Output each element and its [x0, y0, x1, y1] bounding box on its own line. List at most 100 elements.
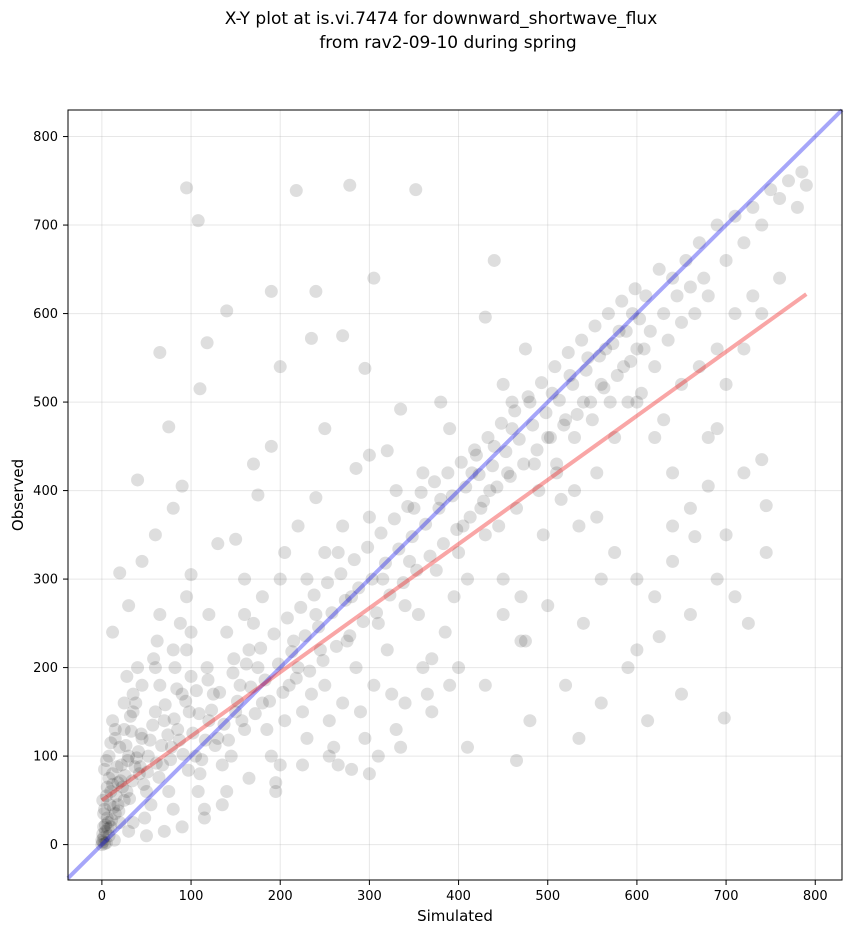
data-point: [594, 572, 608, 586]
data-point: [746, 289, 760, 303]
data-point: [559, 413, 573, 427]
data-point: [590, 466, 604, 480]
data-point: [403, 554, 417, 568]
data-point: [371, 749, 385, 763]
data-point: [150, 634, 164, 648]
data-point: [460, 740, 474, 754]
data-point: [172, 733, 186, 747]
data-point: [746, 200, 760, 214]
data-point: [213, 685, 227, 699]
data-point: [652, 262, 666, 276]
data-point: [521, 390, 535, 404]
data-point: [168, 661, 182, 675]
data-point: [518, 634, 532, 648]
data-points: [95, 165, 813, 852]
data-point: [99, 754, 113, 768]
data-point: [312, 620, 326, 634]
data-point: [590, 510, 604, 524]
data-point: [193, 382, 207, 396]
data-point: [674, 687, 688, 701]
data-point: [389, 484, 403, 498]
data-point: [170, 682, 184, 696]
data-point: [612, 324, 626, 338]
data-point: [398, 599, 412, 613]
x-tick-label: 700: [714, 889, 739, 904]
data-point: [119, 738, 133, 752]
data-point: [289, 184, 303, 198]
data-point: [227, 652, 241, 666]
data-point: [238, 572, 252, 586]
data-point: [184, 568, 198, 582]
y-tick-label: 500: [33, 396, 58, 411]
data-point: [755, 453, 769, 467]
data-point: [291, 519, 305, 533]
data-point: [96, 835, 110, 849]
data-point: [104, 736, 118, 750]
data-point: [487, 439, 501, 453]
y-tick-label: 200: [33, 661, 58, 676]
data-point: [173, 616, 187, 630]
data-point: [581, 351, 595, 365]
data-point: [514, 590, 528, 604]
data-point: [523, 395, 537, 409]
data-point: [445, 489, 459, 503]
data-point: [238, 723, 252, 737]
data-point: [543, 430, 557, 444]
data-point: [105, 813, 119, 827]
data-point: [304, 331, 318, 345]
one-to-one-line: [66, 108, 844, 880]
data-point: [161, 728, 175, 742]
data-point: [254, 641, 268, 655]
data-point: [764, 183, 778, 197]
data-point: [130, 751, 144, 765]
data-point: [309, 491, 323, 505]
data-point: [643, 324, 657, 338]
y-tick-label: 700: [33, 219, 58, 234]
data-point: [164, 753, 178, 767]
data-point: [630, 342, 644, 356]
data-point: [140, 765, 154, 779]
data-point: [652, 630, 666, 644]
data-point: [567, 484, 581, 498]
data-point: [510, 754, 524, 768]
data-point: [282, 678, 296, 692]
data-point: [258, 673, 272, 687]
data-point: [139, 784, 153, 798]
data-point: [559, 678, 573, 692]
data-point: [238, 607, 252, 621]
data-point: [719, 253, 733, 267]
data-point: [108, 807, 122, 821]
data-point: [570, 407, 584, 421]
data-point: [176, 747, 190, 761]
data-point: [666, 271, 680, 285]
data-point: [202, 607, 216, 621]
data-point: [113, 566, 127, 580]
data-point: [167, 712, 181, 726]
data-point: [148, 661, 162, 675]
data-point: [135, 731, 149, 745]
data-point: [229, 532, 243, 546]
data-point: [220, 304, 234, 318]
data-point: [621, 395, 635, 409]
data-point: [318, 546, 332, 560]
x-tick-label: 200: [268, 889, 293, 904]
data-point: [269, 784, 283, 798]
data-point: [242, 643, 256, 657]
data-point: [385, 687, 399, 701]
data-point: [514, 634, 528, 648]
data-point: [263, 694, 277, 708]
data-point: [98, 824, 112, 838]
data-point: [443, 422, 457, 436]
data-point: [153, 678, 167, 692]
data-point: [532, 484, 546, 498]
data-point: [358, 731, 372, 745]
data-point: [325, 606, 339, 620]
data-point: [688, 530, 702, 544]
data-point: [781, 174, 795, 188]
data-point: [206, 687, 220, 701]
data-point: [336, 519, 350, 533]
data-point: [97, 807, 111, 821]
data-point: [287, 634, 301, 648]
data-point: [280, 611, 294, 625]
data-point: [356, 615, 370, 629]
